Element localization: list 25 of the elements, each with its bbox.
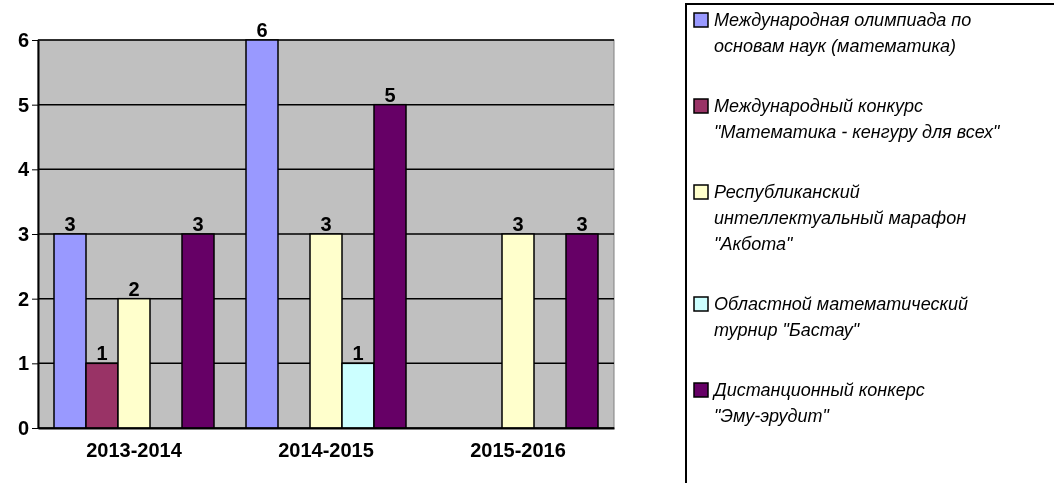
legend-label: Международный конкурс "Математика - кенгуру для всех": [714, 96, 1001, 142]
legend-label: Республиканский интеллектуальный марафон "Акбота": [714, 182, 967, 254]
data-label: 3: [320, 213, 332, 235]
y-tick-label: 5: [17, 93, 29, 116]
data-label: 6: [256, 19, 268, 41]
y-tick-label: 6: [17, 28, 29, 51]
data-label: 3: [512, 213, 524, 235]
data-label: 3: [576, 213, 588, 235]
legend-label: Международная олимпиада по основам наук (математика): [714, 10, 972, 56]
data-label: 5: [384, 83, 396, 106]
data-label: 3: [192, 213, 204, 235]
y-tick-label: 2: [17, 287, 29, 310]
x-tick-label: 2014-2015: [278, 439, 374, 461]
x-tick-label: 2015-2016: [470, 439, 566, 461]
y-tick-label: 1: [17, 352, 29, 375]
x-tick-label: 2013-2014: [86, 439, 183, 461]
legend-label: Областной математический турнир "Бастау": [714, 294, 968, 340]
data-label: 1: [352, 342, 364, 365]
y-tick-label: 4: [17, 158, 30, 181]
legend-label: Дистанционный конкерс "Эму-эрудит": [712, 380, 925, 426]
data-label: 2: [128, 277, 140, 300]
data-label: 3: [64, 213, 76, 235]
y-tick-label: 3: [17, 222, 29, 245]
data-label: 1: [96, 342, 108, 365]
y-tick-label: 0: [17, 416, 29, 439]
